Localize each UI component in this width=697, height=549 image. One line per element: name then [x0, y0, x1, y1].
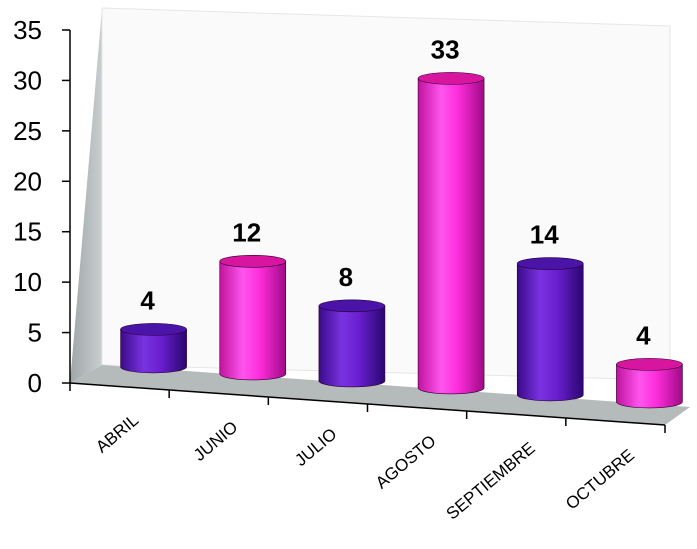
bar-body — [417, 78, 485, 395]
bar-body — [120, 329, 187, 374]
chart-floor — [70, 365, 690, 425]
y-axis-ticks: 0 5 10 15 20 25 30 35 — [13, 15, 70, 398]
bar-julio — [318, 299, 386, 388]
bar-body — [318, 305, 386, 388]
bar-top — [120, 323, 187, 336]
bar-body — [616, 364, 683, 409]
side-wall — [70, 8, 102, 383]
y-tick-label: 25 — [13, 116, 42, 146]
bar-octubre — [616, 358, 683, 409]
bar-top — [219, 255, 287, 268]
y-tick-label: 30 — [13, 65, 42, 95]
data-label: 8 — [339, 262, 353, 292]
bar-abril — [120, 323, 187, 374]
bar-septiembre — [516, 257, 584, 402]
y-tick-label: 15 — [13, 217, 42, 247]
bar-junio — [219, 255, 287, 381]
y-tick-label: 0 — [28, 368, 42, 398]
category-label: SEPTIEMBRE — [443, 438, 539, 523]
y-tick-label: 5 — [28, 318, 42, 348]
data-label: 4 — [636, 320, 651, 350]
y-tick-label: 35 — [13, 15, 42, 45]
category-label: AGOSTO — [372, 431, 440, 492]
data-labels-group: 4 12 8 33 14 4 — [140, 34, 651, 350]
data-label: 12 — [232, 217, 261, 247]
bar-top — [516, 257, 584, 270]
y-tick-label: 20 — [13, 166, 42, 196]
x-axis-ticks — [69, 383, 666, 433]
data-label: 4 — [140, 285, 155, 315]
bar-top — [417, 72, 485, 85]
y-tick-label: 10 — [13, 267, 42, 297]
data-label: 33 — [431, 34, 460, 64]
category-label: JULIO — [291, 424, 340, 470]
bar-body — [219, 261, 287, 381]
category-label: JUNIO — [190, 417, 241, 464]
bars-group — [120, 72, 683, 409]
bar-top — [616, 358, 683, 371]
bar-agosto — [417, 72, 485, 395]
category-label: OCTUBRE — [562, 445, 638, 513]
bar-top — [318, 299, 386, 313]
back-wall — [101, 7, 671, 381]
data-label: 14 — [530, 220, 559, 250]
bar-body — [516, 263, 584, 402]
category-label: ABRIL — [92, 410, 142, 456]
category-labels-group: ABRIL JUNIO JULIO AGOSTO SEPTIEMBRE OCTUBRE — [92, 410, 638, 523]
